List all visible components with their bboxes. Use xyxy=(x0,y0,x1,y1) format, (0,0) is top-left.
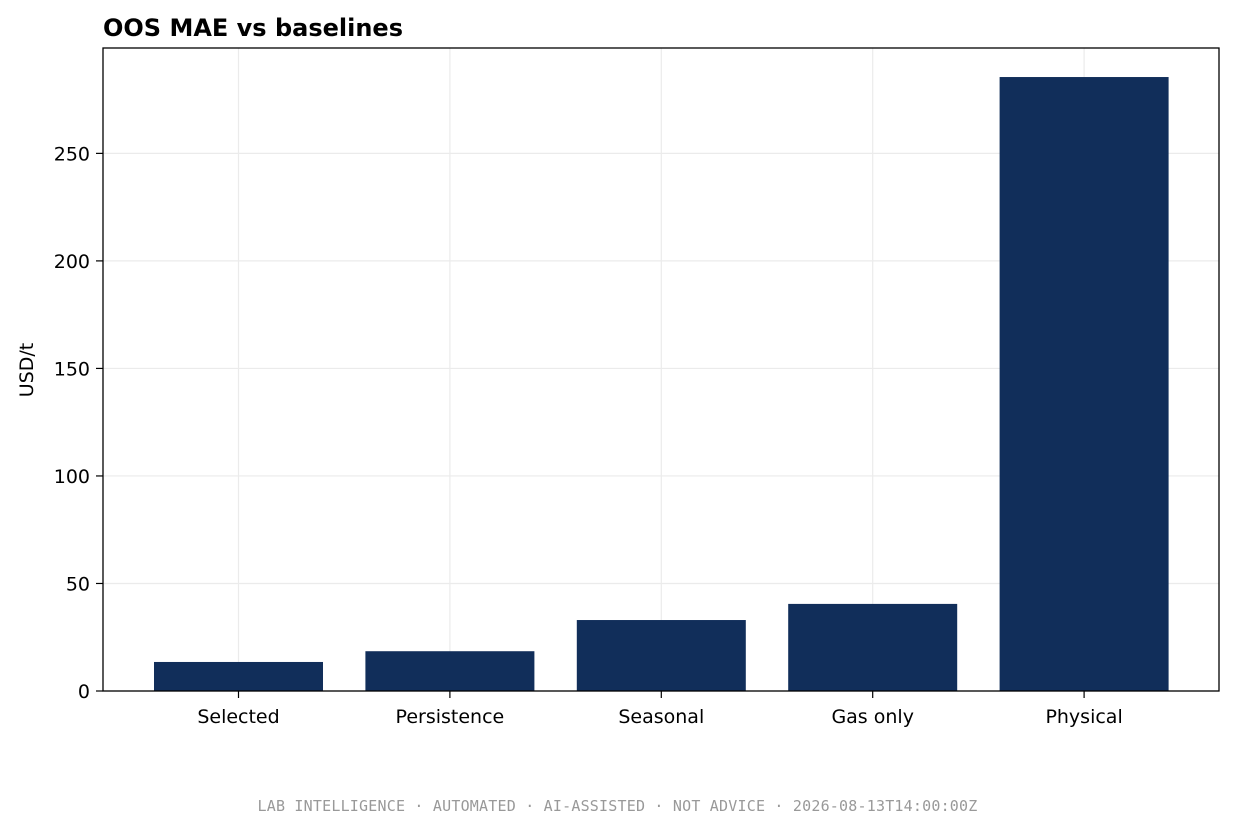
y-tick-label: 100 xyxy=(54,466,90,488)
y-tick-label: 0 xyxy=(78,681,90,703)
x-tick-label: Seasonal xyxy=(618,706,704,728)
y-axis-label: USD/t xyxy=(16,343,38,397)
y-tick-label: 200 xyxy=(54,251,90,273)
x-tick-label: Physical xyxy=(1045,706,1122,728)
bar-persistence xyxy=(365,651,535,691)
bars xyxy=(154,77,1169,692)
chart-title: OOS MAE vs baselines xyxy=(103,14,403,42)
x-tick-label: Persistence xyxy=(396,706,505,728)
y-tick-label: 250 xyxy=(54,143,90,165)
y-axis: 0 50 100 150 200 250 xyxy=(54,143,103,703)
bar-seasonal xyxy=(576,620,746,691)
bar-selected xyxy=(154,661,323,691)
y-tick-label: 150 xyxy=(54,358,90,380)
bar-gas-only xyxy=(788,603,958,691)
footer-disclaimer: LAB INTELLIGENCE · AUTOMATED · AI-ASSIST… xyxy=(257,797,978,815)
x-axis: Selected Persistence Seasonal Gas only Physi… xyxy=(197,691,1123,728)
bar-physical xyxy=(999,77,1169,692)
y-tick-label: 50 xyxy=(66,573,90,595)
x-tick-label: Selected xyxy=(197,706,279,728)
x-tick-label: Gas only xyxy=(831,706,914,728)
